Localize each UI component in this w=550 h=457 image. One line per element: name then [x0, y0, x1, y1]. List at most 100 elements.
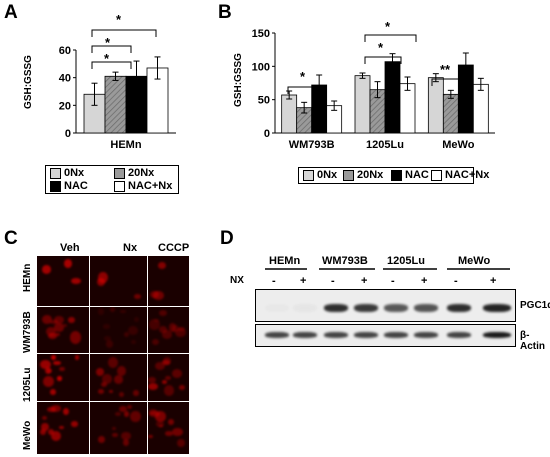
stain-spot — [157, 262, 166, 270]
stain-spot — [48, 428, 54, 435]
legend-b-nacnx-label: NAC+Nx — [445, 169, 490, 181]
stain-spot — [175, 327, 186, 338]
blot-line-hemn: HEMn — [269, 255, 301, 267]
stain-spot — [123, 410, 130, 417]
chart-b-ytick-label: 0 — [264, 128, 270, 140]
panel-b-letter: B — [218, 2, 232, 23]
stain-spot — [165, 431, 173, 436]
stain-spot — [112, 426, 117, 431]
chart-b-bar-nac-1205lu — [384, 61, 401, 134]
stain-spot — [57, 375, 62, 381]
stain-spot — [104, 335, 111, 341]
blot-actin-label: β-Actin — [520, 330, 545, 352]
stain-spot — [107, 356, 119, 369]
legend-b-0nx-label: 0Nx — [317, 169, 338, 181]
stain-spot — [124, 332, 130, 338]
stain-spot — [159, 325, 168, 333]
stain-spot — [158, 309, 168, 317]
stain-spot — [130, 410, 141, 423]
stain-spot — [171, 368, 183, 378]
legend-b-20nx-swatch — [343, 169, 354, 181]
blot-line-wm793b: WM793B — [322, 255, 368, 267]
stain-spot — [154, 362, 166, 371]
panel-c-row-wm793b: WM793B — [22, 311, 33, 353]
chart-a-ytick-label: 0 — [65, 128, 71, 140]
stain-spot — [55, 333, 60, 337]
actin-band — [265, 332, 289, 338]
stain-spot — [120, 310, 126, 314]
stain-spot — [42, 314, 52, 324]
chart-b-ytick-label: 50 — [258, 95, 270, 107]
blot-pgc1a-label: PGC1α — [520, 300, 550, 311]
blot-actin — [255, 324, 516, 347]
stain-spot — [46, 369, 52, 374]
stain-spot — [118, 391, 124, 397]
actin-band — [324, 332, 348, 338]
stain-spot — [131, 339, 136, 344]
chart-b-bar-0nx-1205lu — [354, 75, 371, 134]
chart-b-ylabel: GSH:GSSG — [233, 53, 244, 107]
micrograph-mewo-cccp — [148, 402, 189, 454]
chart-b-sig-bracket-2 — [364, 56, 402, 64]
actin-band — [384, 332, 408, 338]
blot-pgc1a — [255, 289, 516, 322]
stain-spot — [50, 319, 59, 325]
stain-spot — [152, 291, 164, 300]
pgc1a-band — [384, 304, 408, 312]
panel-c-letter: C — [4, 228, 18, 249]
stain-spot — [159, 424, 164, 428]
legend-b-nac-swatch — [391, 169, 402, 181]
chart-a-sig-1: * — [104, 51, 110, 66]
stain-spot — [148, 382, 159, 390]
panel-c-row-mewo: MeWo — [22, 420, 33, 450]
stain-spot — [53, 323, 65, 332]
legend-b-nac-label: NAC — [405, 169, 429, 181]
pgc1a-band — [324, 304, 348, 312]
legend-a-0nx: 0Nx — [50, 167, 84, 179]
blot-treat-mark: + — [421, 275, 428, 287]
legend-b-0nx: 0Nx — [303, 169, 337, 181]
micrograph-mewo-veh — [37, 402, 89, 454]
stain-spot — [59, 366, 65, 372]
legend-a-nac-swatch — [50, 180, 61, 192]
stain-spot — [149, 319, 160, 330]
stain-spot — [118, 405, 128, 413]
stain-spot — [71, 421, 79, 427]
stain-spot — [59, 425, 64, 430]
stain-spot — [103, 324, 111, 330]
pgc1a-band — [265, 304, 289, 312]
stain-spot — [105, 340, 113, 348]
stain-spot — [98, 435, 105, 443]
stain-spot — [53, 360, 61, 366]
panel-c-col-veh: Veh — [60, 242, 80, 254]
stain-spot — [98, 271, 108, 283]
chart-a-ytick-label: 40 — [59, 73, 71, 85]
chart-a-category-label: HEMn — [110, 139, 141, 151]
stain-spot — [134, 317, 139, 323]
stain-spot — [113, 375, 123, 384]
stain-spot — [114, 412, 122, 417]
chart-b-bar-0nx-mewo — [427, 77, 444, 134]
chart-b-sig-2: * — [378, 40, 384, 55]
stain-spot — [161, 330, 173, 339]
stain-spot — [148, 376, 156, 384]
stain-spot — [148, 435, 154, 439]
panel-c-col-nx: Nx — [123, 242, 138, 254]
legend-b-0nx-swatch — [303, 169, 314, 181]
stain-spot — [178, 384, 186, 390]
blot-line-1205lu: 1205Lu — [387, 255, 425, 267]
chart-a-legend: 0Nx 20Nx NAC NAC+Nx — [45, 165, 179, 194]
stain-spot — [54, 315, 65, 325]
blot-treat-mark: + — [490, 275, 497, 287]
stain-spot — [42, 376, 54, 388]
stain-spot — [46, 406, 56, 413]
micrograph-hemn-cccp — [148, 256, 189, 306]
actin-band — [447, 332, 471, 338]
chart-a-sig-bracket-2 — [91, 45, 132, 53]
stain-spot — [162, 357, 171, 366]
stain-spot — [74, 355, 80, 361]
chart-b: GSH:GSSG 0 50 100 150 WM793B 1205Lu MeWo * * *… — [233, 19, 495, 151]
stain-spot — [95, 368, 104, 376]
stain-spot — [168, 419, 175, 426]
micrograph-mewo-nx — [90, 402, 147, 454]
